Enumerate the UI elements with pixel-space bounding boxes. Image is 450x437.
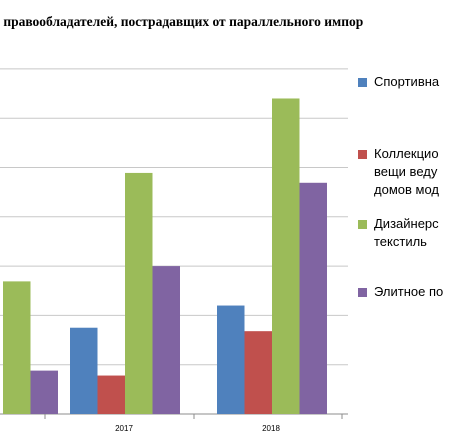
legend-swatch [358, 288, 367, 297]
bar [152, 266, 180, 414]
legend-swatch [358, 150, 367, 159]
x-tick-label: 2017 [115, 424, 133, 433]
bar [30, 370, 58, 414]
bar [125, 172, 153, 414]
legend-label-line: Дизайнерс [374, 216, 439, 231]
bar [70, 327, 98, 414]
x-axis: 2017 2018 [44, 414, 343, 433]
legend-label: Спортивна [374, 73, 439, 91]
chart-title: во правообладателей, пострадавщих от пар… [0, 14, 364, 29]
bar [299, 182, 327, 414]
legend-label: Элитное по [374, 283, 443, 301]
bars [3, 98, 327, 414]
bar [3, 281, 31, 414]
bar-chart: 2017 2018 [0, 68, 348, 433]
legend-label: Дизайнерс текстиль [374, 215, 439, 251]
bar [272, 98, 300, 414]
legend-label-line: Элитное по [374, 284, 444, 299]
bar [217, 305, 245, 414]
legend-label-line: Коллекцио [374, 146, 439, 161]
bar [244, 331, 272, 414]
legend-label-line: вещи веду [374, 164, 438, 179]
legend-swatch [358, 220, 367, 229]
legend-swatch [358, 78, 367, 87]
x-tick-label: 2018 [262, 424, 280, 433]
legend-label: Коллекцио вещи веду домов мод [374, 145, 439, 199]
legend-label-line: Спортивна [374, 74, 440, 89]
legend-label-line: текстиль [374, 234, 427, 249]
bar [97, 375, 125, 414]
legend-label-line: домов мод [374, 182, 439, 197]
